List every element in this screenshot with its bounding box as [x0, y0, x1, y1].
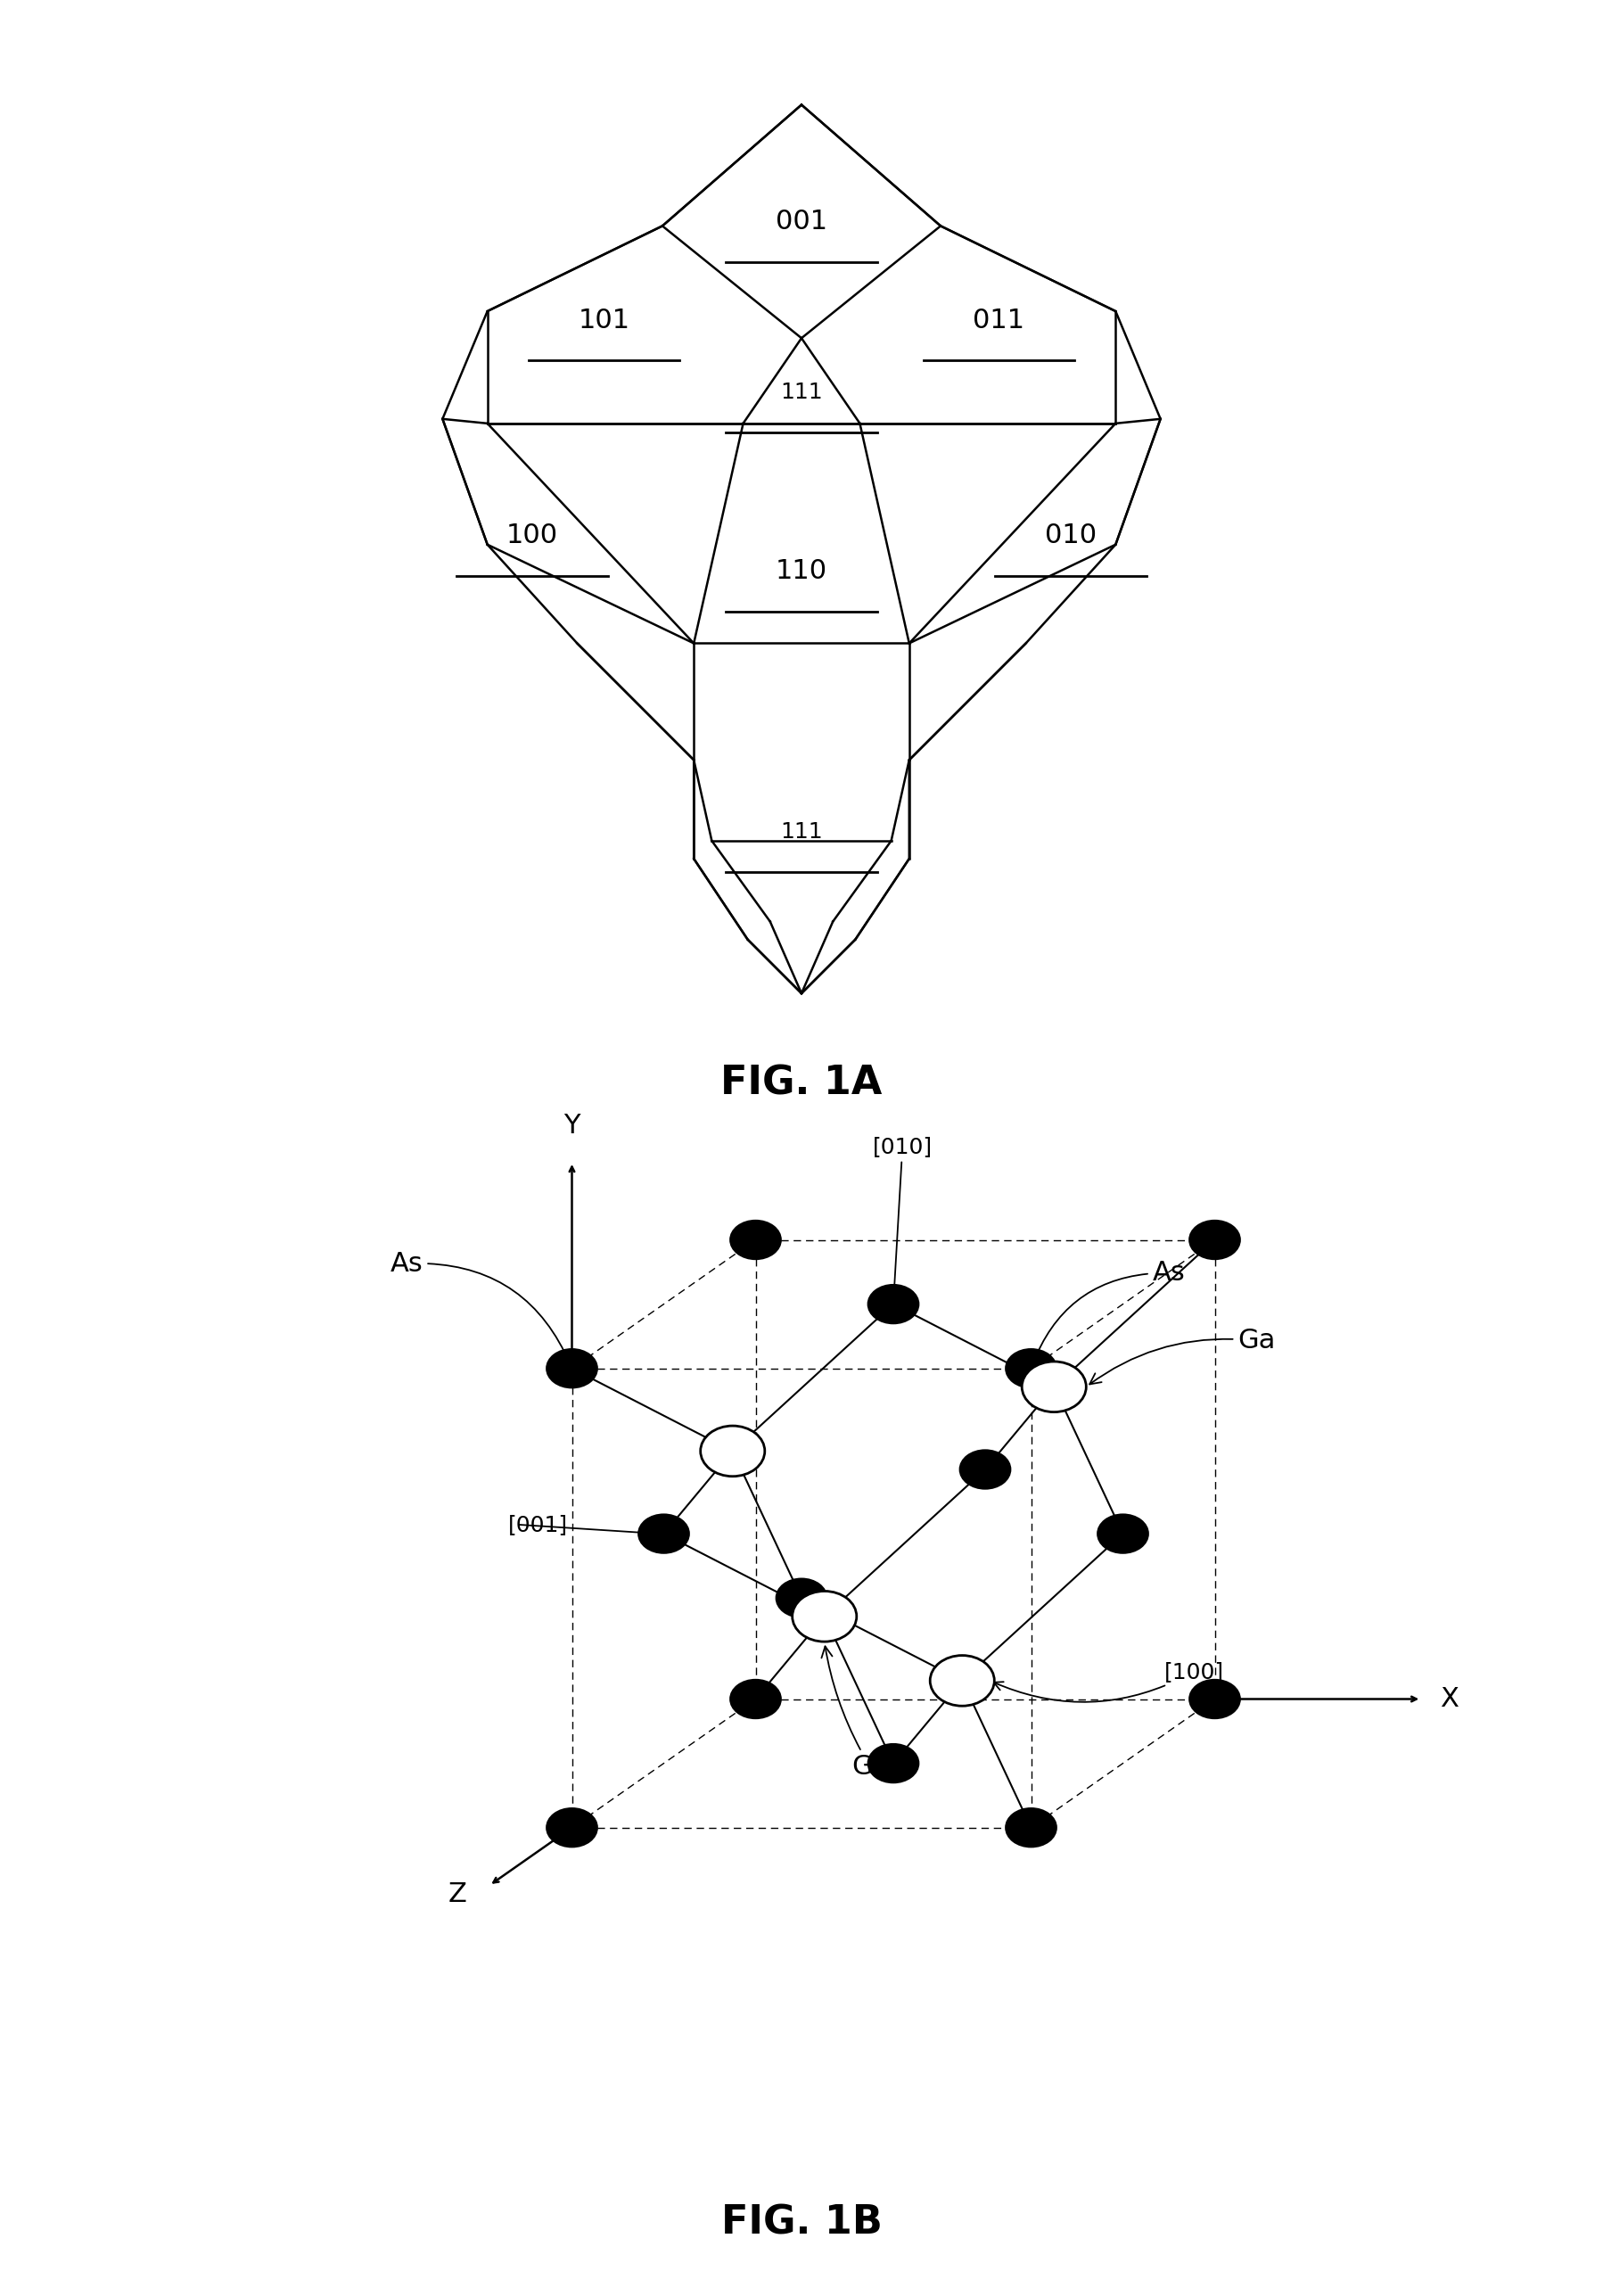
Text: As: As [390, 1251, 571, 1364]
Ellipse shape [701, 1426, 765, 1476]
Text: Y: Y [564, 1114, 580, 1139]
Ellipse shape [776, 1580, 827, 1616]
Text: [100]: [100] [994, 1660, 1225, 1701]
Ellipse shape [1005, 1809, 1056, 1846]
Ellipse shape [1189, 1221, 1241, 1258]
Text: 110: 110 [776, 558, 827, 585]
Text: 011: 011 [973, 308, 1024, 333]
Text: 001: 001 [776, 209, 827, 234]
Text: FIG. 1B: FIG. 1B [721, 2204, 882, 2241]
Text: Ga: Ga [821, 1646, 890, 1779]
Ellipse shape [1189, 1681, 1241, 1717]
Ellipse shape [1098, 1515, 1148, 1552]
Ellipse shape [1021, 1362, 1087, 1412]
Ellipse shape [731, 1221, 781, 1258]
Text: 010: 010 [1045, 523, 1096, 549]
Ellipse shape [869, 1286, 919, 1322]
Ellipse shape [547, 1809, 598, 1846]
Text: 111: 111 [781, 822, 822, 843]
Ellipse shape [930, 1655, 994, 1706]
Text: 100: 100 [507, 523, 558, 549]
Ellipse shape [638, 1515, 689, 1552]
Text: As: As [1031, 1261, 1185, 1364]
Ellipse shape [547, 1350, 598, 1387]
Text: 111: 111 [781, 381, 822, 402]
Ellipse shape [960, 1451, 1010, 1488]
Text: [010]: [010] [872, 1137, 933, 1300]
Text: FIG. 1A: FIG. 1A [721, 1063, 882, 1102]
Text: [001]: [001] [508, 1513, 567, 1536]
Text: 101: 101 [579, 308, 630, 333]
Ellipse shape [869, 1745, 919, 1782]
Ellipse shape [731, 1681, 781, 1717]
Text: Ga: Ga [1090, 1327, 1276, 1384]
Ellipse shape [792, 1591, 856, 1642]
Ellipse shape [1005, 1350, 1056, 1387]
Text: X: X [1439, 1685, 1459, 1713]
Text: Z: Z [447, 1883, 466, 1908]
